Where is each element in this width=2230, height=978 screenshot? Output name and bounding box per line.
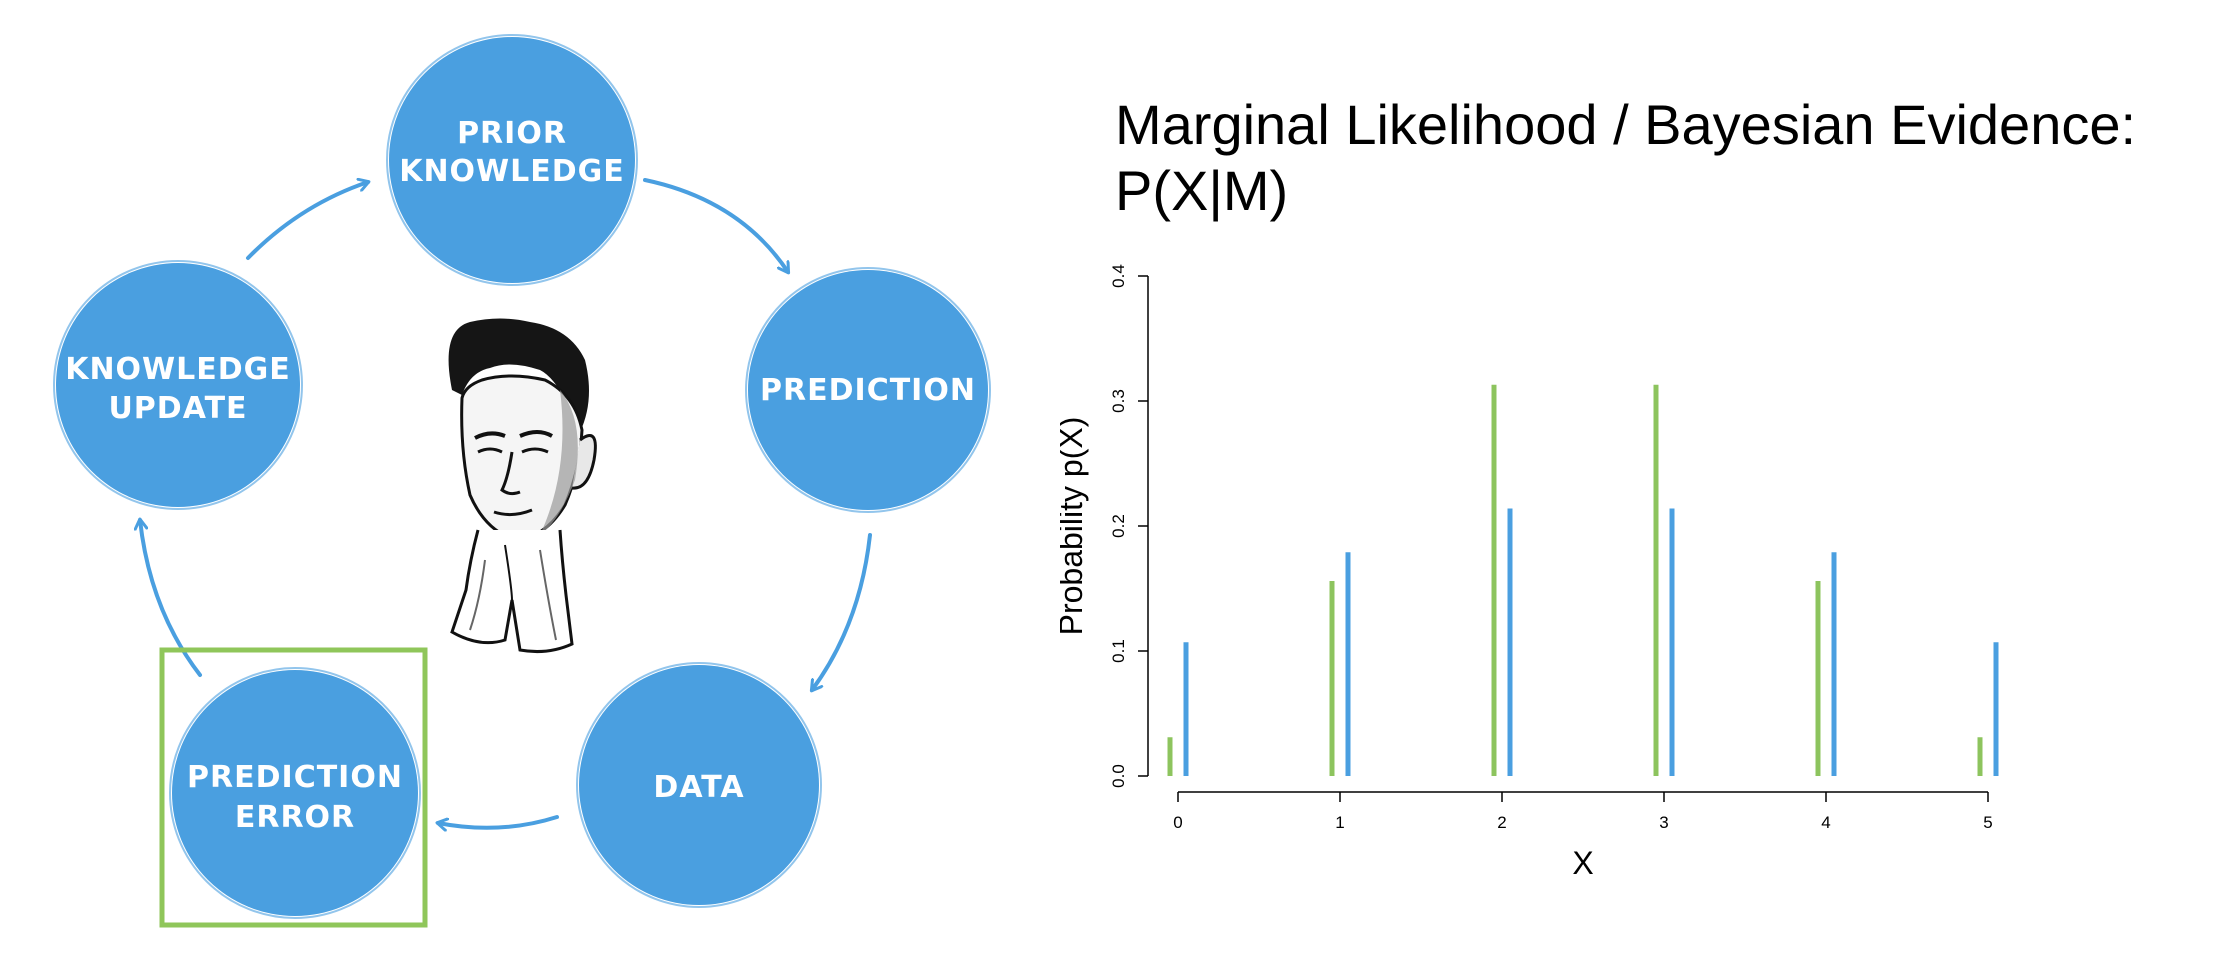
node-data: DATA <box>576 662 822 908</box>
evidence-chart: 0.0 0.1 0.2 0.3 0.4 0 1 2 3 4 5 X Probability p(X) <box>1060 264 1999 881</box>
node-prior-knowledge: PRIOR KNOWLEDGE <box>386 34 638 286</box>
y-tick-label: 0.2 <box>1109 514 1128 538</box>
portrait-sketch <box>448 318 597 653</box>
chart-title: Marginal Likelihood / Bayesian Evidence:… <box>1115 92 2215 224</box>
chart-bars <box>1167 384 1999 776</box>
y-tick-label: 0.3 <box>1109 389 1128 413</box>
x-axis-title: X <box>1572 845 1593 881</box>
highlight-box <box>159 647 428 928</box>
arrow-update-to-prior <box>246 182 368 260</box>
bayesian-cycle-diagram: PRIOR KNOWLEDGE PREDICTION DATA PREDICTI… <box>53 34 991 928</box>
y-tick-label: 0.1 <box>1109 639 1128 663</box>
x-tick-label: 5 <box>1983 813 1992 832</box>
chart-title-line-1: Marginal Likelihood / Bayesian Evidence: <box>1115 93 2137 156</box>
node-label-line: DATA <box>653 770 744 805</box>
node-label-line: KNOWLEDGE <box>399 154 625 189</box>
arrow-data-to-error <box>438 815 559 828</box>
arrow-prediction-to-data <box>812 533 872 690</box>
node-label-line: PREDICTION <box>760 373 976 408</box>
node-label-line: UPDATE <box>108 391 247 426</box>
node-label-line: KNOWLEDGE <box>65 352 291 387</box>
node-label-line: PRIOR <box>457 116 567 151</box>
x-tick-label: 4 <box>1821 813 1830 832</box>
x-tick-label: 3 <box>1659 813 1668 832</box>
y-tick-label: 0.0 <box>1109 764 1128 788</box>
node-prediction-error: PREDICTION ERROR <box>169 667 421 919</box>
x-tick-label: 0 <box>1173 813 1182 832</box>
node-knowledge-update: KNOWLEDGE UPDATE <box>53 260 303 510</box>
node-prediction: PREDICTION <box>745 267 991 513</box>
chart-axes: 0.0 0.1 0.2 0.3 0.4 0 1 2 3 4 5 <box>1109 264 1993 832</box>
x-tick-label: 1 <box>1335 813 1344 832</box>
arrow-error-to-update <box>140 520 202 677</box>
node-label-line: PREDICTION <box>187 760 403 795</box>
x-tick-label: 2 <box>1497 813 1506 832</box>
node-label-line: ERROR <box>235 800 355 835</box>
y-axis-title: Probability p(X) <box>1060 417 1089 636</box>
chart-title-line-2: P(X|M) <box>1115 159 1289 222</box>
arrow-prior-to-prediction <box>643 178 788 272</box>
y-tick-label: 0.4 <box>1109 264 1128 288</box>
